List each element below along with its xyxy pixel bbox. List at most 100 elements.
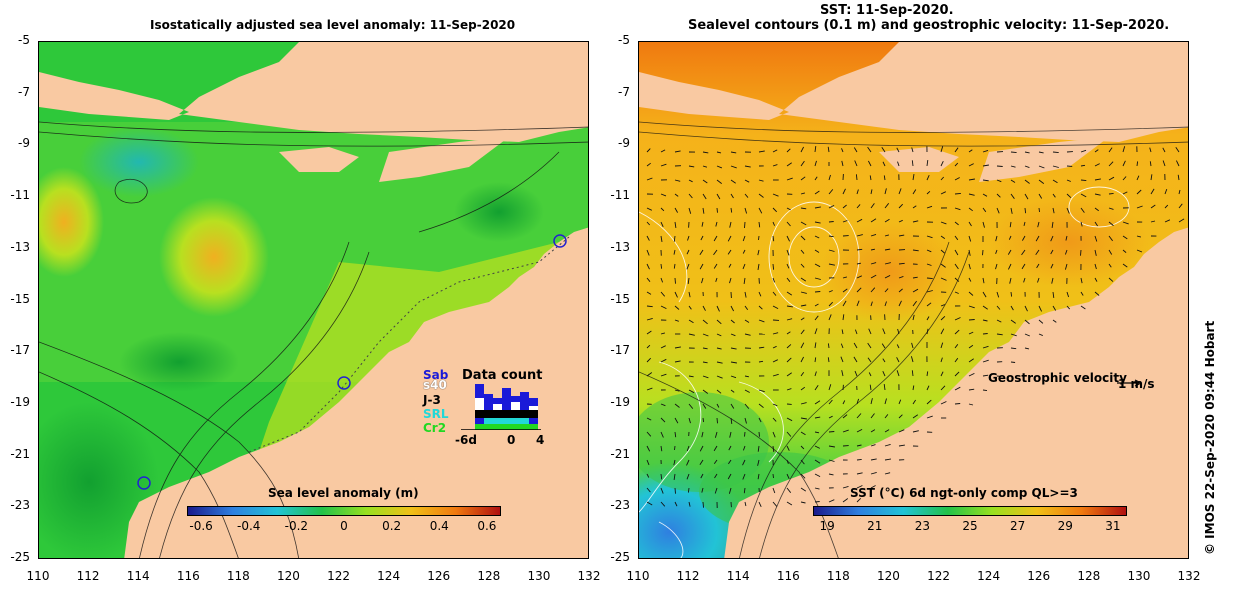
- velocity-arrow: [1080, 149, 1087, 153]
- velocity-arrow: [730, 347, 737, 350]
- velocity-arrow: [772, 403, 778, 407]
- velocity-arrow: [688, 389, 695, 394]
- velocity-arrow: [743, 277, 746, 284]
- velocity-arrow: [954, 317, 961, 321]
- velocity-arrow: [853, 342, 858, 349]
- velocity-arrow: [786, 235, 791, 242]
- velocity-arrow: [1038, 207, 1040, 213]
- velocity-arrow: [729, 277, 732, 284]
- velocity-arrow: [688, 333, 695, 336]
- colorbar-tick-label: 21: [867, 519, 883, 533]
- velocity-arrow: [968, 163, 974, 167]
- velocity-arrow: [702, 193, 707, 200]
- velocity-arrow: [884, 248, 891, 251]
- velocity-arrow: [646, 501, 653, 506]
- data-count-tick-neg6: -6d: [455, 433, 477, 447]
- velocity-arrow: [1009, 221, 1012, 228]
- velocity-arrow: [702, 389, 709, 394]
- velocity-arrow: [730, 417, 733, 424]
- velocity-arrow: [842, 188, 846, 195]
- velocity-arrow: [856, 300, 860, 307]
- velocity-arrow: [828, 384, 832, 391]
- velocity-arrow: [1008, 235, 1012, 240]
- velocity-arrow: [1162, 160, 1166, 167]
- velocity-arrow: [730, 403, 735, 409]
- velocity-arrow: [772, 149, 778, 153]
- velocity-arrow: [954, 207, 961, 211]
- velocity-arrow: [786, 249, 790, 256]
- velocity-arrow: [954, 177, 960, 181]
- velocity-arrow: [674, 221, 677, 228]
- velocity-arrow: [968, 388, 975, 391]
- velocity-arrow: [660, 305, 667, 310]
- velocity-arrow: [729, 221, 732, 228]
- velocity-arrow: [1094, 163, 1100, 167]
- velocity-arrow: [786, 417, 793, 422]
- velocity-arrow: [968, 403, 974, 406]
- velocity-arrow: [786, 207, 791, 211]
- velocity-arrow: [688, 305, 692, 310]
- velocity-arrow: [912, 385, 915, 391]
- velocity-arrow: [968, 277, 972, 282]
- velocity-arrow: [800, 146, 805, 153]
- velocity-arrow: [898, 219, 903, 223]
- colorbar-tick-label: 0: [340, 519, 348, 533]
- velocity-arrow: [1052, 319, 1057, 323]
- velocity-arrow: [1038, 319, 1044, 324]
- velocity-arrow: [940, 176, 945, 181]
- velocity-arrow: [912, 300, 917, 307]
- velocity-arrow: [898, 399, 902, 405]
- velocity-arrow: [660, 358, 667, 363]
- velocity-arrow: [687, 277, 690, 284]
- velocity-arrow: [982, 319, 988, 322]
- velocity-arrow: [982, 345, 989, 349]
- velocity-arrow: [673, 459, 676, 466]
- x-tick-label: 112: [76, 569, 100, 583]
- velocity-arrow: [1038, 333, 1043, 337]
- velocity-arrow: [660, 163, 667, 167]
- velocity-arrow: [996, 193, 1001, 198]
- velocity-arrow: [673, 249, 676, 255]
- velocity-arrow: [898, 188, 902, 195]
- velocity-arrow: [757, 459, 760, 466]
- velocity-arrow: [800, 329, 805, 335]
- velocity-arrow: [968, 291, 974, 296]
- velocity-arrow: [1038, 193, 1043, 199]
- velocity-arrow: [856, 472, 863, 475]
- velocity-arrow: [1037, 221, 1040, 228]
- velocity-arrow: [1010, 361, 1016, 363]
- velocity-arrow: [912, 189, 917, 195]
- velocity-arrow: [912, 414, 919, 419]
- velocity-arrow: [1024, 305, 1028, 312]
- velocity-arrow: [1175, 146, 1180, 153]
- velocity-arrow: [814, 501, 820, 503]
- velocity-arrow: [870, 287, 876, 293]
- velocity-arrow: [926, 263, 932, 266]
- velocity-arrow: [646, 291, 652, 295]
- velocity-arrow: [867, 146, 872, 153]
- velocity-arrow: [814, 190, 820, 195]
- velocity-arrow: [968, 331, 974, 335]
- y-tick-label: -23: [10, 498, 30, 513]
- velocity-arrow: [853, 147, 858, 153]
- y-tick-label: -13: [10, 239, 30, 254]
- velocity-arrow: [912, 205, 917, 209]
- velocity-arrow: [660, 501, 666, 507]
- x-tick-label: 118: [226, 569, 250, 583]
- velocity-arrow: [688, 375, 694, 378]
- velocity-arrow: [744, 179, 750, 183]
- velocity-arrow: [786, 344, 792, 349]
- velocity-arrow: [870, 189, 873, 195]
- velocity-arrow: [954, 235, 959, 241]
- velocity-arrow: [1136, 249, 1143, 253]
- velocity-arrow: [713, 459, 718, 465]
- y-tick-label: -25: [10, 550, 30, 564]
- satellite-label-s40: s40: [423, 378, 447, 392]
- data-count-tick-4: 4: [536, 433, 545, 447]
- velocity-arrow: [842, 400, 846, 405]
- velocity-arrow: [870, 301, 873, 307]
- velocity-arrow: [1122, 249, 1127, 253]
- y-tick-label: -9: [618, 136, 630, 151]
- velocity-arrow: [996, 207, 1000, 214]
- velocity-arrow: [786, 357, 792, 363]
